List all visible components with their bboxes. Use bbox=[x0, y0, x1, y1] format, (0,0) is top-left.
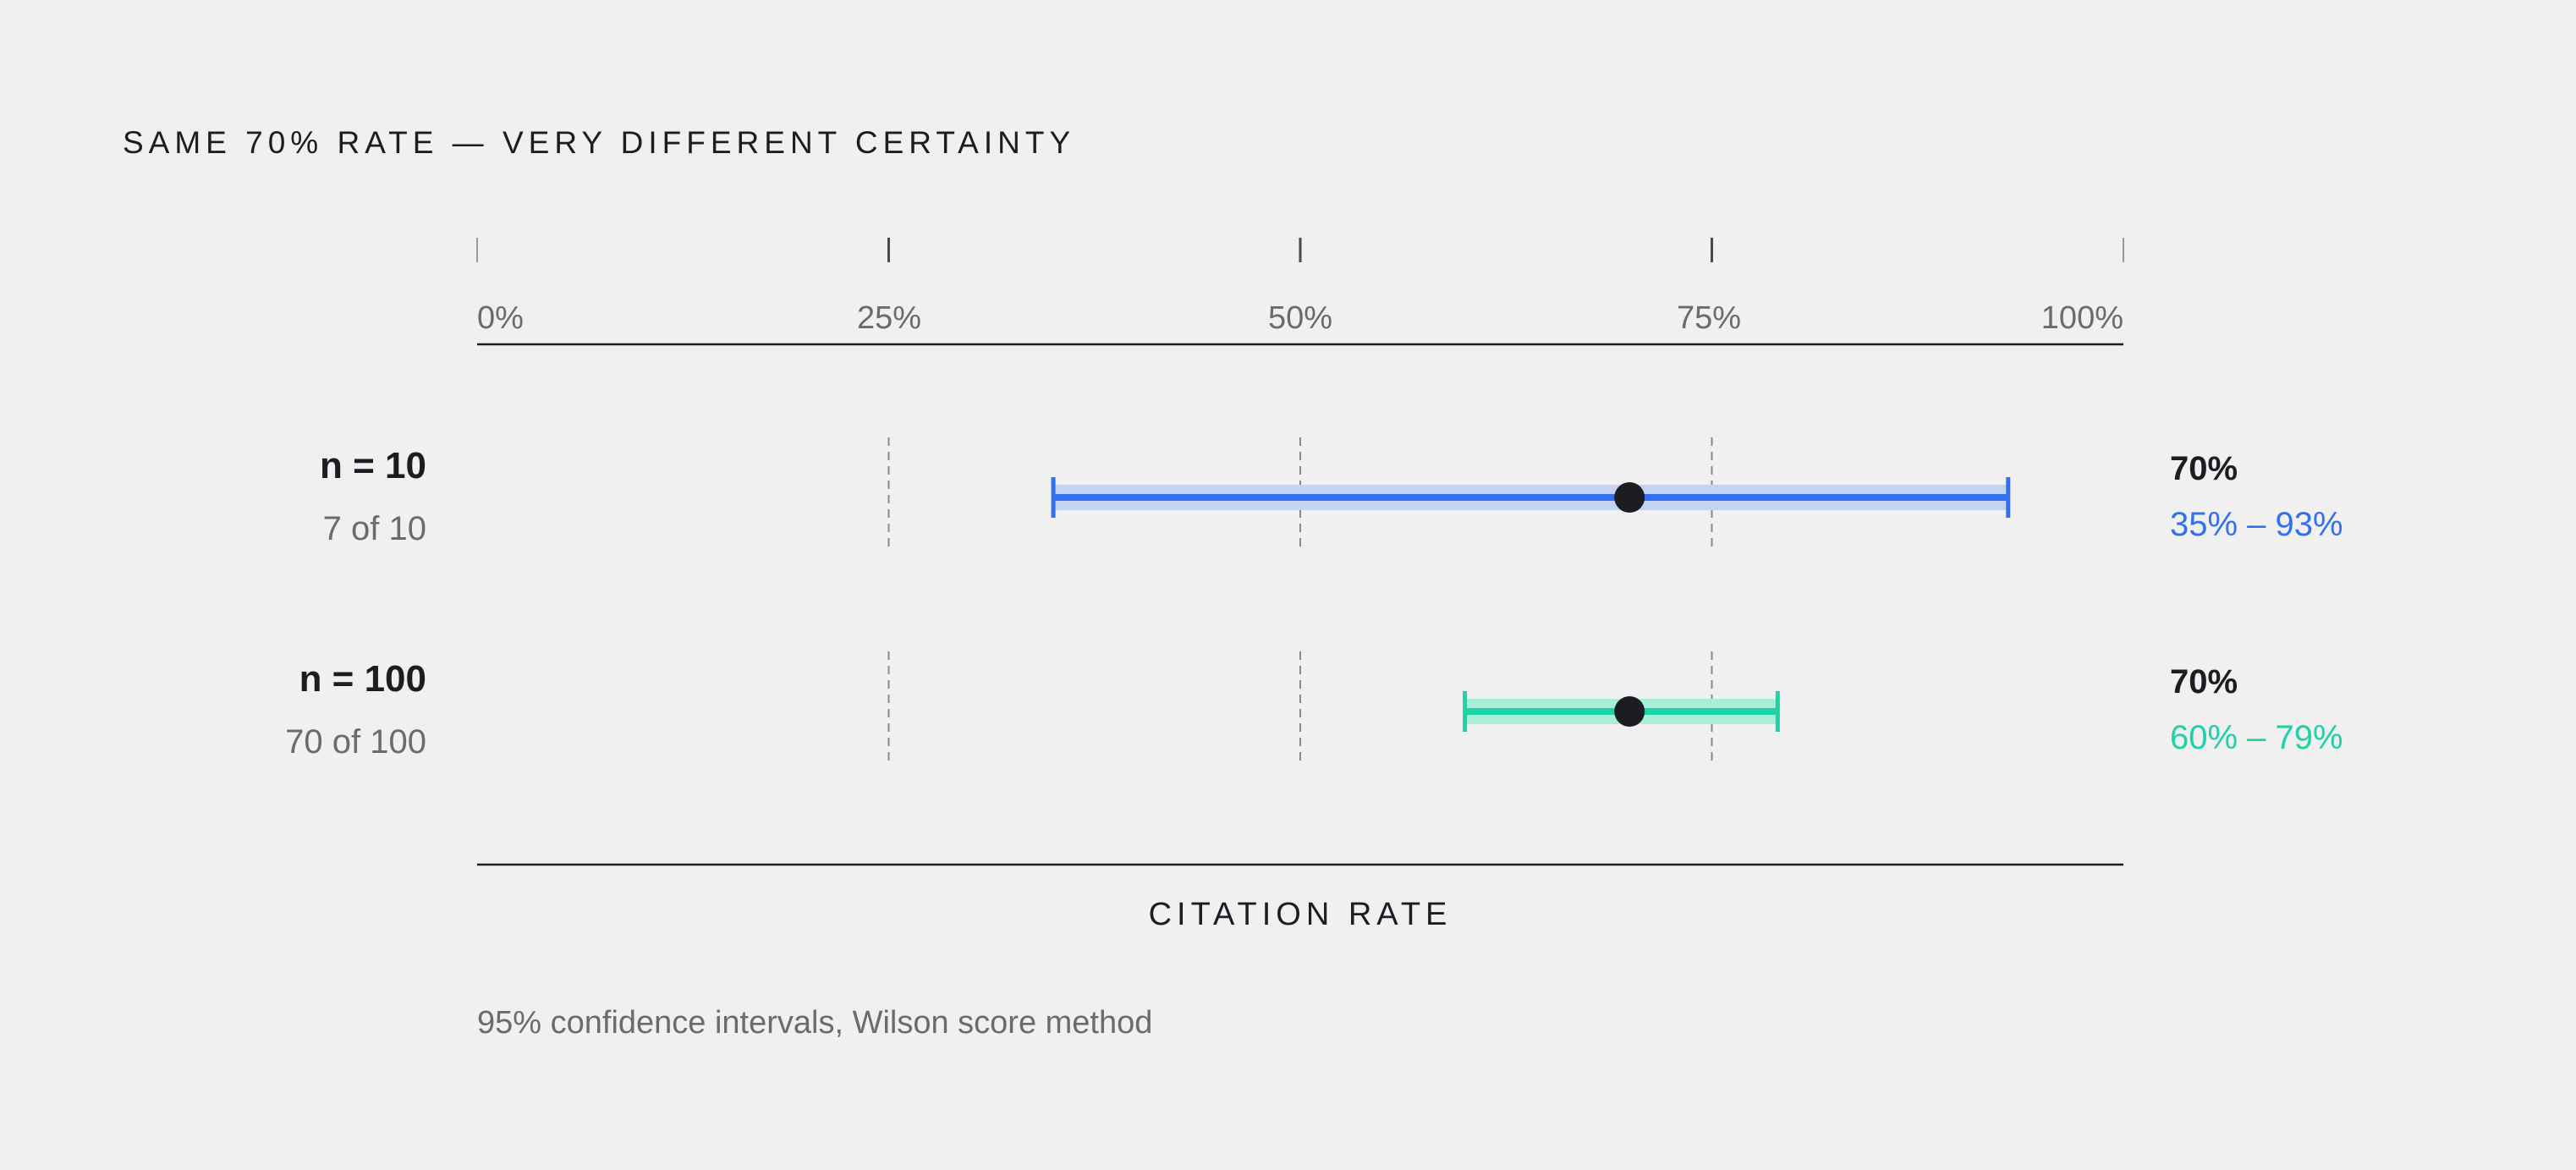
x-tick-label-75: 75% bbox=[1676, 300, 1742, 336]
row-1-rate: 70% bbox=[2170, 450, 2238, 487]
row-1-ci: 35% – 93% bbox=[2170, 506, 2343, 543]
footnote: 95% confidence intervals, Wilson score m… bbox=[477, 1005, 1153, 1041]
row-2-ci: 60% – 79% bbox=[2170, 719, 2343, 756]
rate-point-row-1 bbox=[1614, 482, 1645, 513]
row-1-sub: 7 of 10 bbox=[322, 510, 426, 547]
row-2-sub: 70 of 100 bbox=[285, 723, 426, 761]
row-2-rate: 70% bbox=[2170, 663, 2238, 700]
x-tick-label-100: 100% bbox=[2040, 300, 2123, 336]
rate-point-row-2 bbox=[1614, 696, 1645, 727]
x-tick-label-0: 0% bbox=[477, 300, 524, 336]
row-1-label: n = 10 bbox=[320, 445, 426, 486]
x-tick-label-25: 25% bbox=[856, 300, 922, 336]
row-2-label: n = 100 bbox=[299, 658, 426, 700]
x-tick-label-50: 50% bbox=[1267, 300, 1333, 336]
chart-title: SAME 70% RATE — VERY DIFFERENT CERTAINTY bbox=[123, 125, 1076, 160]
x-axis-label: CITATION RATE bbox=[1148, 897, 1453, 932]
